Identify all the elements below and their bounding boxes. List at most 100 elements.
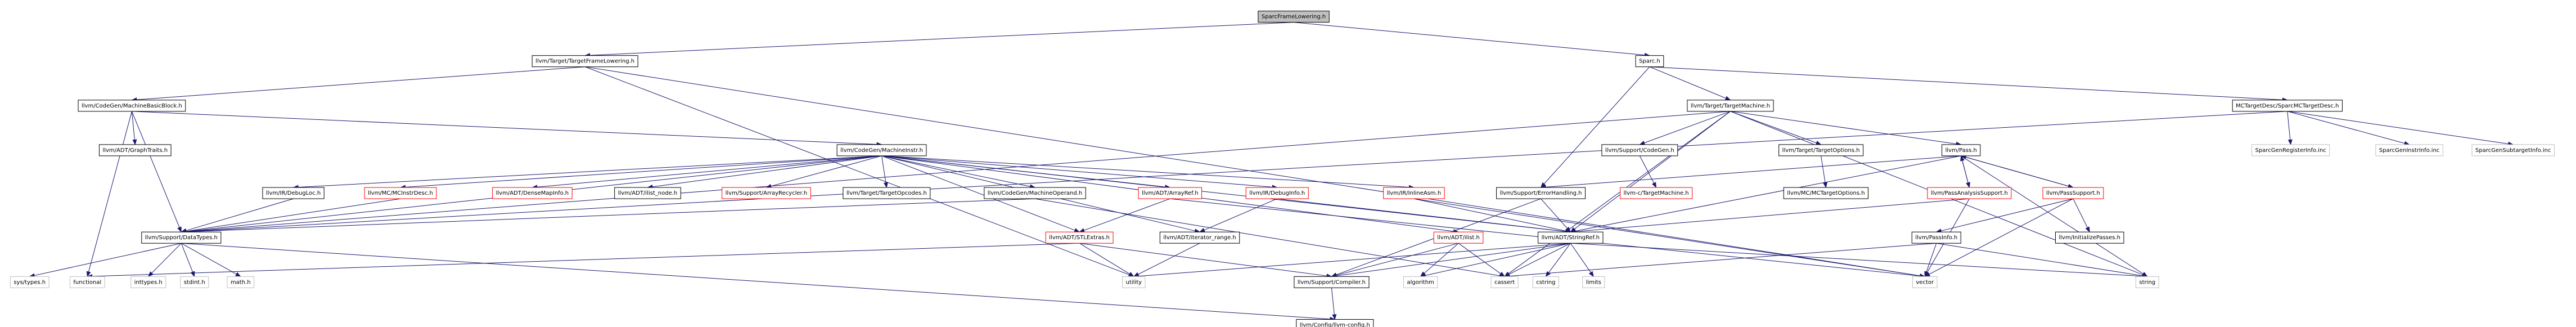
node-label: llvm/PassInfo.h <box>1915 235 1957 241</box>
node-box <box>1294 276 1370 288</box>
nodes: SparcFrameLowering.h llvm/Target/TargetFr… <box>10 11 2555 327</box>
node: SparcGenRegisterInfo.inc <box>2251 144 2330 156</box>
edge <box>1420 243 1571 278</box>
edge <box>1199 198 1277 232</box>
node-label: limits <box>1586 279 1601 285</box>
edge <box>292 155 882 190</box>
edge <box>1504 111 1731 277</box>
edges <box>29 22 2514 321</box>
node-label: llvm/PassAnalysisSupport.h <box>1931 190 2008 196</box>
node-box <box>1159 231 1240 244</box>
edge <box>881 155 1415 190</box>
node-box <box>1496 187 1586 199</box>
edge <box>1960 155 2074 188</box>
node-box <box>532 55 638 68</box>
node-label: Sparc.h <box>1639 59 1660 65</box>
edge <box>1504 243 1571 277</box>
node-label: llvm/ADT/ilist.h <box>1437 235 1480 241</box>
node: llvm/ADT/GraphTraits.h <box>98 144 172 156</box>
node-label: cstring <box>1536 279 1555 285</box>
node-label: llvm/Config/llvm-config.h <box>1300 322 1370 327</box>
node-label: llvm/Support/ErrorHandling.h <box>1500 190 1582 196</box>
node-label: llvm/IR/InlineAsm.h <box>1387 190 1442 196</box>
node: llvm/InitializePasses.h <box>2055 231 2124 244</box>
node: llvm/Target/TargetOpcodes.h <box>843 187 931 199</box>
node-box <box>78 100 186 112</box>
edge <box>1570 155 1961 234</box>
node-label: llvm/Target/TargetMachine.h <box>1691 103 1770 109</box>
edge <box>147 243 182 277</box>
node-box <box>1532 276 1559 288</box>
node-box <box>1635 55 1664 68</box>
edge <box>181 198 401 234</box>
node-box <box>2375 144 2443 156</box>
edge <box>881 155 888 189</box>
node-box <box>1601 144 1678 156</box>
node: llvm/IR/DebugLoc.h <box>262 187 325 199</box>
node-box <box>984 187 1086 199</box>
node-box <box>262 187 325 199</box>
node: llvm/PassSupport.h <box>2042 187 2104 199</box>
node-label: stdint.h <box>184 279 205 285</box>
edge <box>2287 111 2514 146</box>
node: llvm/Support/ErrorHandling.h <box>1496 187 1586 199</box>
node-label: utility <box>1126 279 1142 285</box>
node: llvm/CodeGen/MachineInstr.h <box>836 144 927 156</box>
edge <box>1541 198 1571 232</box>
node-box <box>2042 187 2104 199</box>
edge <box>765 155 882 189</box>
edge <box>1331 243 1571 279</box>
edge <box>1413 198 1571 234</box>
edge <box>2287 111 2293 145</box>
node: llvm-c/TargetMachine.h <box>1620 187 1693 199</box>
node: string <box>2135 276 2159 288</box>
node: llvm/ADT/iterator_range.h <box>1159 231 1240 244</box>
node: llvm/Support/Compiler.h <box>1294 276 1370 288</box>
node-label: llvm/Pass.h <box>1945 147 1977 154</box>
edge <box>1540 155 1961 190</box>
edge <box>86 111 132 277</box>
node: inttypes.h <box>130 276 166 288</box>
edge <box>1936 243 2148 278</box>
node-box <box>1258 11 1330 23</box>
node-box <box>1045 231 1114 244</box>
node-label: llvm/InitializePasses.h <box>2059 235 2120 241</box>
edge <box>1458 243 1505 277</box>
node-box <box>1245 187 1309 199</box>
edge <box>131 111 137 145</box>
edge <box>881 155 1036 189</box>
node-box <box>2251 144 2330 156</box>
node: SparcGenSubtargetInfo.inc <box>2471 144 2555 156</box>
edge <box>1331 288 1337 320</box>
node-box <box>1122 276 1146 288</box>
node-box <box>1911 231 1961 244</box>
edge <box>2073 198 2090 233</box>
node-box <box>227 276 255 288</box>
node-box <box>843 187 931 199</box>
node-label: llvm/Support/DataTypes.h <box>145 235 218 241</box>
node-label: llvm/Target/TargetOpcodes.h <box>846 190 927 196</box>
node: llvm/ADT/ilist_node.h <box>614 187 681 199</box>
node-label: llvm/CodeGen/MachineBasicBlock.h <box>82 103 182 109</box>
node: algorithm <box>1403 276 1438 288</box>
node: stdint.h <box>180 276 209 288</box>
edge <box>1730 111 1962 146</box>
edge <box>647 155 882 189</box>
edge <box>181 198 294 233</box>
node-box <box>1582 276 1605 288</box>
edge <box>132 111 882 147</box>
node-box <box>1687 100 1774 112</box>
node: SparcFrameLowering.h <box>1258 11 1330 23</box>
edge <box>1504 243 1936 279</box>
node-label: llvm/IR/DebugInfo.h <box>1249 190 1305 196</box>
edge <box>1924 243 1937 277</box>
node-box <box>614 187 681 199</box>
node-box <box>2471 144 2555 156</box>
node-box <box>1783 187 1869 199</box>
node-label: llvm/IR/DebugLoc.h <box>266 190 321 196</box>
node-label: llvm/ADT/iterator_range.h <box>1163 235 1236 241</box>
node: llvm/MC/MCTargetOptions.h <box>1783 187 1869 199</box>
edge <box>585 66 1926 278</box>
node-box <box>1927 187 2012 199</box>
node-box <box>10 276 49 288</box>
